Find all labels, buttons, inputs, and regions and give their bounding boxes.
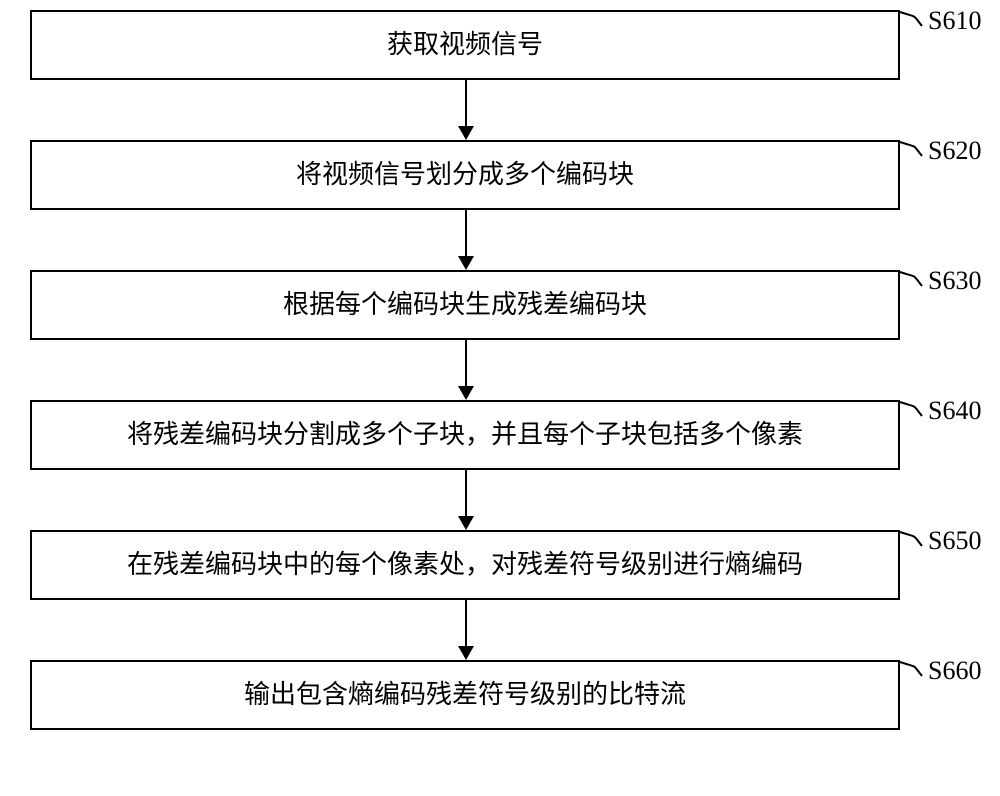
flow-step-text: 在残差编码块中的每个像素处，对残差符号级别进行熵编码 (127, 549, 803, 580)
flow-step-label-s650: S650 (928, 526, 981, 556)
flow-step-label-s620: S620 (928, 136, 981, 166)
flow-arrow (465, 210, 467, 268)
flow-arrow (465, 600, 467, 658)
flow-arrow (465, 80, 467, 138)
flow-step-s620: 将视频信号划分成多个编码块 (30, 140, 900, 210)
flow-step-s610: 获取视频信号 (30, 10, 900, 80)
flow-arrow (465, 470, 467, 528)
flow-step-text: 根据每个编码块生成残差编码块 (283, 289, 647, 320)
flow-arrow (465, 340, 467, 398)
flow-step-s630: 根据每个编码块生成残差编码块 (30, 270, 900, 340)
flow-step-s660: 输出包含熵编码残差符号级别的比特流 (30, 660, 900, 730)
flow-step-text: 获取视频信号 (387, 29, 543, 60)
flow-step-label-s610: S610 (928, 6, 981, 36)
flow-step-label-s630: S630 (928, 266, 981, 296)
flow-step-label-s640: S640 (928, 396, 981, 426)
flow-step-text: 输出包含熵编码残差符号级别的比特流 (244, 679, 686, 710)
flow-step-s640: 将残差编码块分割成多个子块，并且每个子块包括多个像素 (30, 400, 900, 470)
flow-step-label-s660: S660 (928, 656, 981, 686)
flow-step-s650: 在残差编码块中的每个像素处，对残差符号级别进行熵编码 (30, 530, 900, 600)
flow-step-text: 将残差编码块分割成多个子块，并且每个子块包括多个像素 (127, 419, 803, 450)
flow-step-text: 将视频信号划分成多个编码块 (296, 159, 634, 190)
